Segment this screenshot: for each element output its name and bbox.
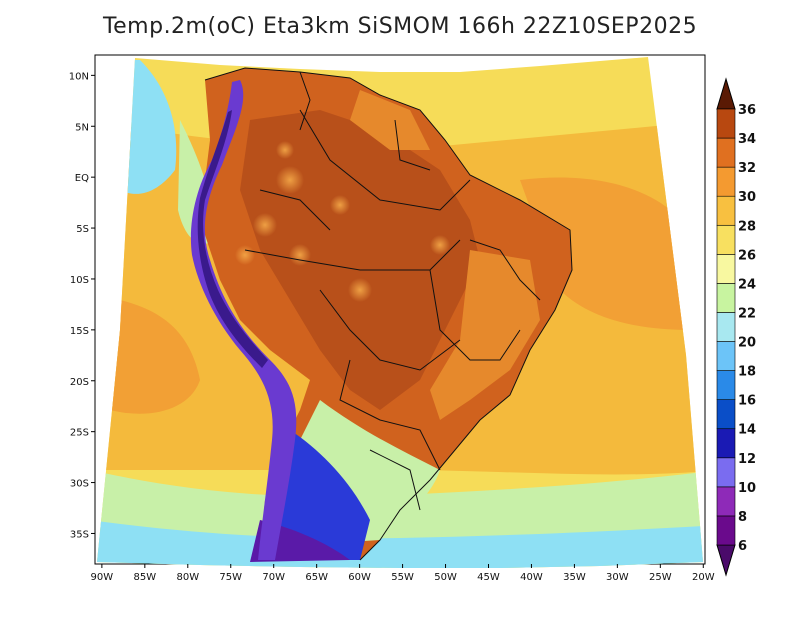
colorbar-segment: [716, 457, 736, 488]
colorbar-segment: [716, 195, 736, 226]
colorbar-label-12: 12: [738, 452, 756, 467]
lat-label-EQ: EQ: [75, 173, 89, 184]
hotspot-8: [430, 235, 450, 255]
land-warm-north: [350, 90, 430, 150]
colorbar-segment: [716, 108, 736, 139]
colorbar-segment: [716, 486, 736, 517]
colorbar-label-14: 14: [738, 423, 756, 438]
colorbar-label-30: 30: [738, 190, 756, 205]
colorbar-label-36: 36: [738, 103, 756, 118]
lon-label-55W: 55W: [391, 572, 414, 583]
colorbar-segment: [716, 166, 736, 197]
hotspot-5: [289, 244, 311, 266]
lon-label-25W: 25W: [649, 572, 672, 583]
hotspot-6: [276, 141, 294, 159]
colorbar-label-24: 24: [738, 277, 756, 292]
andes-colder: [197, 110, 268, 368]
lat-label-15S: 15S: [70, 326, 89, 337]
longitude-axis: 90W 85W 80W 75W 70W 65W 60W 55W 50W 45W 40W 35W 30W 2…: [91, 564, 715, 583]
hotspot-3: [330, 195, 350, 215]
lat-label-10N: 10N: [69, 71, 89, 82]
lon-label-35W: 35W: [563, 572, 586, 583]
colorbar-label-6: 6: [738, 539, 747, 554]
ocean-south-band: [97, 520, 703, 568]
colorbar-arrow-top: [716, 77, 736, 110]
colorbar-segment: [716, 399, 736, 430]
hotspot-4: [235, 245, 255, 265]
lon-label-60W: 60W: [348, 572, 371, 583]
south-cold-region: [270, 430, 370, 560]
colorbar-segment: [716, 370, 736, 400]
colorbar-label-8: 8: [738, 510, 747, 525]
lat-label-30S: 30S: [70, 479, 89, 490]
lon-label-90W: 90W: [91, 572, 114, 583]
colorbar: 6 8 10 12 14 16 18 20 22 24 26 28 30 32 34 36: [716, 77, 756, 577]
colorbar-segment: [716, 254, 736, 284]
colorbar-segment: [716, 283, 736, 313]
pacific-cool-north: [120, 60, 177, 194]
hotspot-7: [348, 278, 372, 302]
lon-label-65W: 65W: [305, 572, 328, 583]
land-warm-east: [430, 250, 540, 420]
lon-label-45W: 45W: [477, 572, 500, 583]
colorbar-segment: [716, 312, 736, 342]
lon-label-85W: 85W: [134, 572, 157, 583]
map-title: Temp.2m(oC) Eta3km SiSMOM 166h 22Z10SEP2…: [102, 14, 698, 39]
colorbar-label-22: 22: [738, 306, 756, 321]
colorbar-label-26: 26: [738, 248, 756, 263]
lon-label-30W: 30W: [606, 572, 629, 583]
lon-label-20W: 20W: [692, 572, 715, 583]
lat-label-5S: 5S: [76, 224, 89, 235]
lon-label-80W: 80W: [176, 572, 199, 583]
hotspot-2: [253, 213, 277, 237]
latitude-axis: 10N 5N EQ 5S 10S 15S 20S 25S 30S 35S: [69, 71, 95, 540]
colorbar-label-16: 16: [738, 394, 756, 409]
colorbar-label-20: 20: [738, 336, 756, 351]
colorbar-arrow-bottom: [716, 544, 736, 577]
map-field: [97, 57, 703, 568]
colorbar-segment: [716, 428, 736, 459]
colorbar-label-10: 10: [738, 481, 756, 496]
colorbar-segment: [716, 137, 736, 168]
hotspot-1: [276, 166, 304, 194]
colorbar-segment: [716, 224, 736, 255]
ocean-warm-pacific: [110, 300, 200, 414]
colorbar-label-28: 28: [738, 219, 756, 234]
colorbar-label-32: 32: [738, 161, 756, 176]
lon-label-40W: 40W: [520, 572, 543, 583]
lat-label-35S: 35S: [70, 529, 89, 540]
lat-label-10S: 10S: [70, 275, 89, 286]
lat-label-5N: 5N: [75, 122, 89, 133]
lat-label-25S: 25S: [70, 428, 89, 439]
lon-label-50W: 50W: [434, 572, 457, 583]
political-borders: [204, 67, 573, 561]
lon-label-70W: 70W: [262, 572, 285, 583]
lat-label-20S: 20S: [70, 377, 89, 388]
colorbar-label-34: 34: [738, 132, 756, 147]
colorbar-segment: [716, 341, 736, 371]
lon-label-75W: 75W: [219, 572, 242, 583]
colorbar-label-18: 18: [738, 365, 756, 380]
colorbar-segment: [716, 515, 736, 546]
